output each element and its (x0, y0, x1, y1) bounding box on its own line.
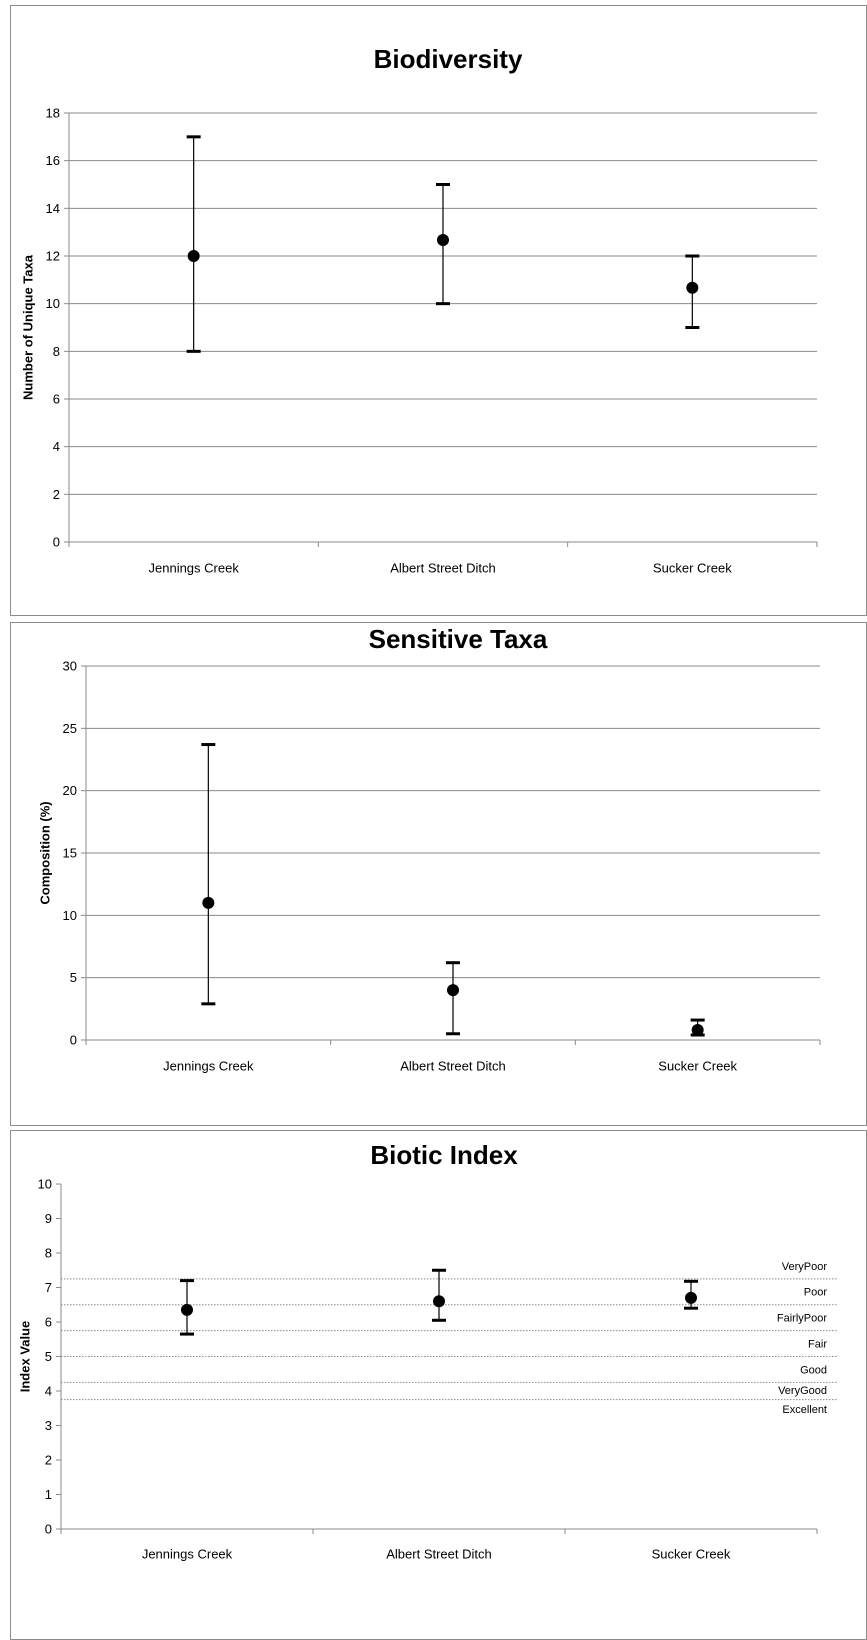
y-tick-label: 18 (46, 106, 60, 121)
data-point (433, 1295, 445, 1308)
y-tick-label: 16 (46, 153, 60, 168)
y-tick-label: 2 (53, 487, 60, 502)
chart-panel-biotic-index: Biotic Index 0 1 2 3 4 5 6 7 8 9 10 VeryPoor Poor Fair… (10, 1130, 867, 1640)
y-tick-label: 25 (63, 721, 77, 736)
data-point (202, 896, 215, 909)
band-label: Poor (804, 1287, 828, 1299)
y-tick-label: 4 (45, 1384, 52, 1399)
x-tick-label: Albert Street Ditch (400, 1059, 506, 1074)
x-tick-label: Jennings Creek (149, 561, 240, 576)
y-tick-label: 5 (45, 1349, 52, 1364)
chart-title: Biotic Index (370, 1140, 518, 1170)
y-tick-label: 3 (45, 1418, 52, 1433)
y-tick-label: 7 (45, 1280, 52, 1295)
y-tick-label: 1 (45, 1487, 52, 1502)
data-point (691, 1024, 704, 1037)
x-tick-label: Jennings Creek (163, 1059, 254, 1074)
x-tick-label: Jennings Creek (142, 1547, 233, 1562)
y-tick-label: 20 (63, 783, 77, 798)
y-tick-label: 8 (53, 344, 60, 359)
x-tick-label: Sucker Creek (653, 561, 732, 576)
chart-svg-biotic-index: Biotic Index 0 1 2 3 4 5 6 7 8 9 10 VeryPoor Poor Fair… (18, 1140, 837, 1562)
chart-svg-biodiversity: Biodiversity 0 2 4 6 8 10 12 14 16 18 Jennings Cree… (21, 44, 818, 576)
band-label: Good (800, 1364, 827, 1376)
y-tick-label: 14 (46, 201, 60, 216)
y-tick-label: 30 (63, 659, 77, 674)
chart-panel-biodiversity: Biodiversity 0 2 4 6 8 10 12 14 16 18 Jennings Cree… (10, 5, 867, 616)
data-point (181, 1303, 193, 1316)
data-point (686, 281, 699, 294)
data-point (685, 1291, 697, 1304)
band-label: VeryPoor (782, 1261, 828, 1273)
data-point (187, 250, 200, 262)
y-tick-label: 12 (46, 249, 60, 264)
y-axis-label: Number of Unique Taxa (21, 254, 36, 400)
y-tick-label: 15 (63, 846, 77, 861)
y-tick-label: 10 (63, 908, 77, 923)
y-tick-label: 9 (45, 1211, 52, 1226)
y-tick-label: 6 (53, 392, 60, 407)
y-tick-label: 5 (70, 970, 77, 985)
y-tick-label: 10 (46, 296, 60, 311)
y-axis-label: Composition (%) (38, 801, 53, 904)
y-tick-label: 0 (45, 1522, 52, 1537)
band-label: Fair (808, 1338, 827, 1350)
y-tick-label: 10 (38, 1177, 52, 1192)
x-tick-label: Sucker Creek (652, 1547, 731, 1562)
chart-svg-sensitive-taxa: Sensitive Taxa 0 5 10 15 20 25 30 Jennings Creek… (38, 624, 821, 1074)
y-axis-label: Index Value (18, 1321, 33, 1393)
chart-title: Biodiversity (374, 44, 523, 74)
x-tick-label: Sucker Creek (658, 1059, 737, 1074)
band-label: Excellent (782, 1404, 827, 1416)
band-label: VeryGood (778, 1385, 827, 1397)
y-tick-label: 6 (45, 1315, 52, 1330)
data-point (437, 234, 449, 247)
y-tick-label: 0 (70, 1033, 77, 1048)
chart-panel-sensitive-taxa: Sensitive Taxa 0 5 10 15 20 25 30 Jennings Creek… (10, 622, 867, 1126)
x-tick-label: Albert Street Ditch (386, 1547, 492, 1562)
chart-title: Sensitive Taxa (369, 624, 548, 654)
band-label: FairlyPoor (777, 1313, 827, 1325)
y-tick-label: 8 (45, 1246, 52, 1261)
data-point (447, 984, 459, 997)
y-tick-label: 0 (53, 535, 60, 550)
y-tick-label: 2 (45, 1453, 52, 1468)
y-tick-label: 4 (53, 439, 60, 454)
x-tick-label: Albert Street Ditch (390, 561, 496, 576)
